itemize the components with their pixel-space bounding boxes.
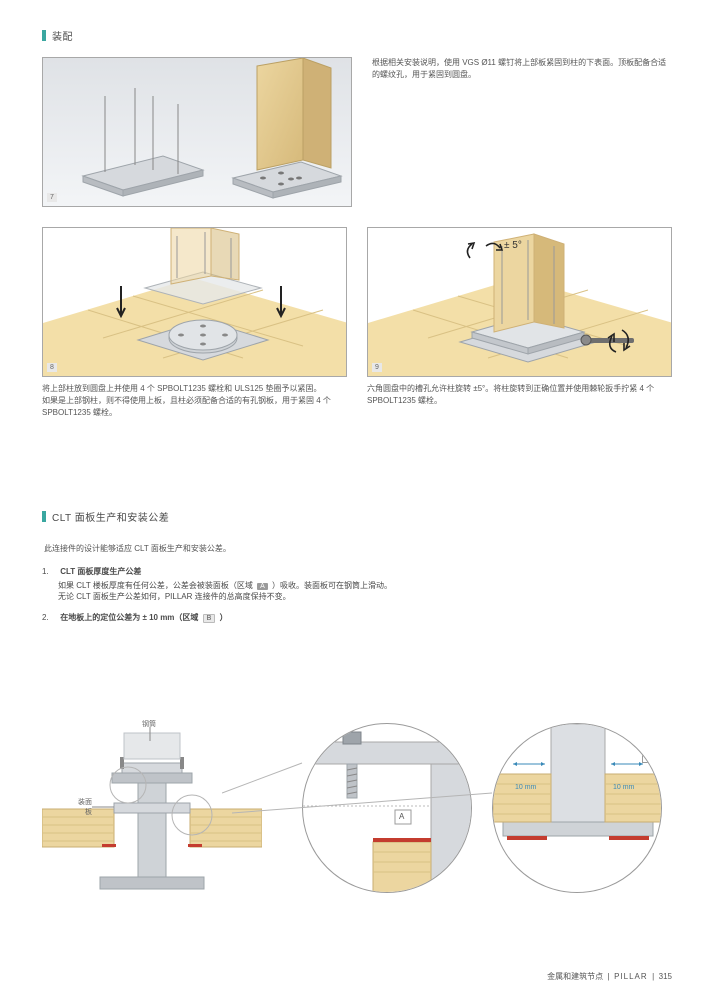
- col-left: 8 将上部柱放到圆盘上并使用 4 个 SPBOLT1235 螺栓和 ULS125…: [42, 227, 347, 419]
- page-footer: 金属和建筑节点 | PILLAR | 315: [547, 971, 672, 982]
- figure-9-number: 9: [372, 363, 382, 372]
- li1-title: CLT 面板厚度生产公差: [60, 567, 141, 576]
- row-2: 8 将上部柱放到圆盘上并使用 4 个 SPBOLT1235 螺栓和 ULS125…: [42, 227, 672, 419]
- connector-b: [232, 783, 502, 853]
- footer-left: 金属和建筑节点: [547, 972, 603, 981]
- li2-title-a: 在地板上的定位公差为 ± 10 mm（区域: [60, 613, 198, 622]
- zone-b-badge: B: [203, 614, 216, 623]
- tol-left-label: 10 mm: [515, 784, 536, 791]
- section-tolerance-title: CLT 面板生产和安装公差: [42, 509, 672, 524]
- row-1: 7 根据相关安装说明，使用 VGS Ø11 螺钉将上部板紧固到柱的下表面。顶板配…: [42, 57, 672, 207]
- li1-body-a: 如果 CLT 楼板厚度有任何公差，公差会被装面板（区域: [58, 581, 253, 590]
- figure-7-svg: [43, 58, 352, 207]
- label-panel: 装面板: [72, 797, 92, 817]
- footer-page: 315: [659, 972, 672, 981]
- li2-num: 2.: [42, 613, 58, 622]
- bottom-diagram-area: 钢筒 装面板 A: [42, 693, 672, 923]
- li1-num: 1.: [42, 567, 58, 576]
- tolerance-list: 1. CLT 面板厚度生产公差 如果 CLT 楼板厚度有任何公差，公差会被装面板…: [42, 566, 672, 623]
- section-assembly-title: 装配: [42, 28, 672, 43]
- zone-b-label: B: [642, 752, 655, 763]
- caption-8-line1: 将上部柱放到圆盘上并使用 4 个 SPBOLT1235 螺栓和 ULS125 垫…: [42, 383, 347, 395]
- figure-7: 7: [42, 57, 352, 207]
- caption-8-line2: 如果是上部钢柱，则不得使用上板，且柱必须配备合适的有孔钢板，用于紧固 4 个 S…: [42, 395, 347, 419]
- list-item-1: 1. CLT 面板厚度生产公差 如果 CLT 楼板厚度有任何公差，公差会被装面板…: [42, 566, 672, 602]
- figure-7-number: 7: [47, 193, 57, 202]
- li2-title-b: ）: [220, 613, 228, 622]
- footer-mid: PILLAR: [614, 972, 648, 981]
- section-tolerance: CLT 面板生产和安装公差 此连接件的设计能够适应 CLT 面板生产和安装公差。…: [42, 509, 672, 623]
- li1-body: 如果 CLT 楼板厚度有任何公差，公差会被装面板（区域 A ）吸收。装面板可在钢…: [58, 580, 672, 602]
- title-bar: [42, 30, 46, 41]
- detail-circle-b: 10 mm 10 mm B: [492, 723, 662, 893]
- tol-right-label: 10 mm: [613, 784, 634, 791]
- figure-8-svg: [43, 228, 347, 377]
- intro-paragraph: 根据相关安装说明，使用 VGS Ø11 螺钉将上部板紧固到柱的下表面。顶板配备合…: [372, 57, 672, 207]
- li1-body-b: ）吸收。装面板可在钢筒上滑动。: [272, 581, 392, 590]
- title-bar-2: [42, 511, 46, 522]
- list-item-2: 2. 在地板上的定位公差为 ± 10 mm（区域 B ）: [42, 612, 672, 623]
- li1-body-c: 无论 CLT 面板生产公差如何，PILLAR 连接件的总高度保持不变。: [58, 592, 291, 601]
- title-text: 装配: [52, 28, 73, 43]
- zone-a-badge: A: [257, 583, 268, 590]
- label-cylinder: 钢筒: [142, 719, 156, 729]
- tolerance-intro: 此连接件的设计能够适应 CLT 面板生产和安装公差。: [44, 542, 672, 556]
- caption-8: 将上部柱放到圆盘上并使用 4 个 SPBOLT1235 螺栓和 ULS125 垫…: [42, 383, 347, 419]
- figure-8: 8: [42, 227, 347, 377]
- col-right: ± 5° 9 六角圆盘中的槽孔允许柱旋转 ±5°。将柱旋转到正确位置并使用棘轮扳…: [367, 227, 672, 419]
- figure-8-number: 8: [47, 363, 57, 372]
- figure-9: ± 5° 9: [367, 227, 672, 377]
- caption-9: 六角圆盘中的槽孔允许柱旋转 ±5°。将柱旋转到正确位置并使用棘轮扳手拧紧 4 个…: [367, 383, 672, 407]
- angle-label: ± 5°: [504, 240, 522, 251]
- detail-b-svg: [493, 724, 662, 893]
- title-text-2: CLT 面板生产和安装公差: [52, 509, 169, 524]
